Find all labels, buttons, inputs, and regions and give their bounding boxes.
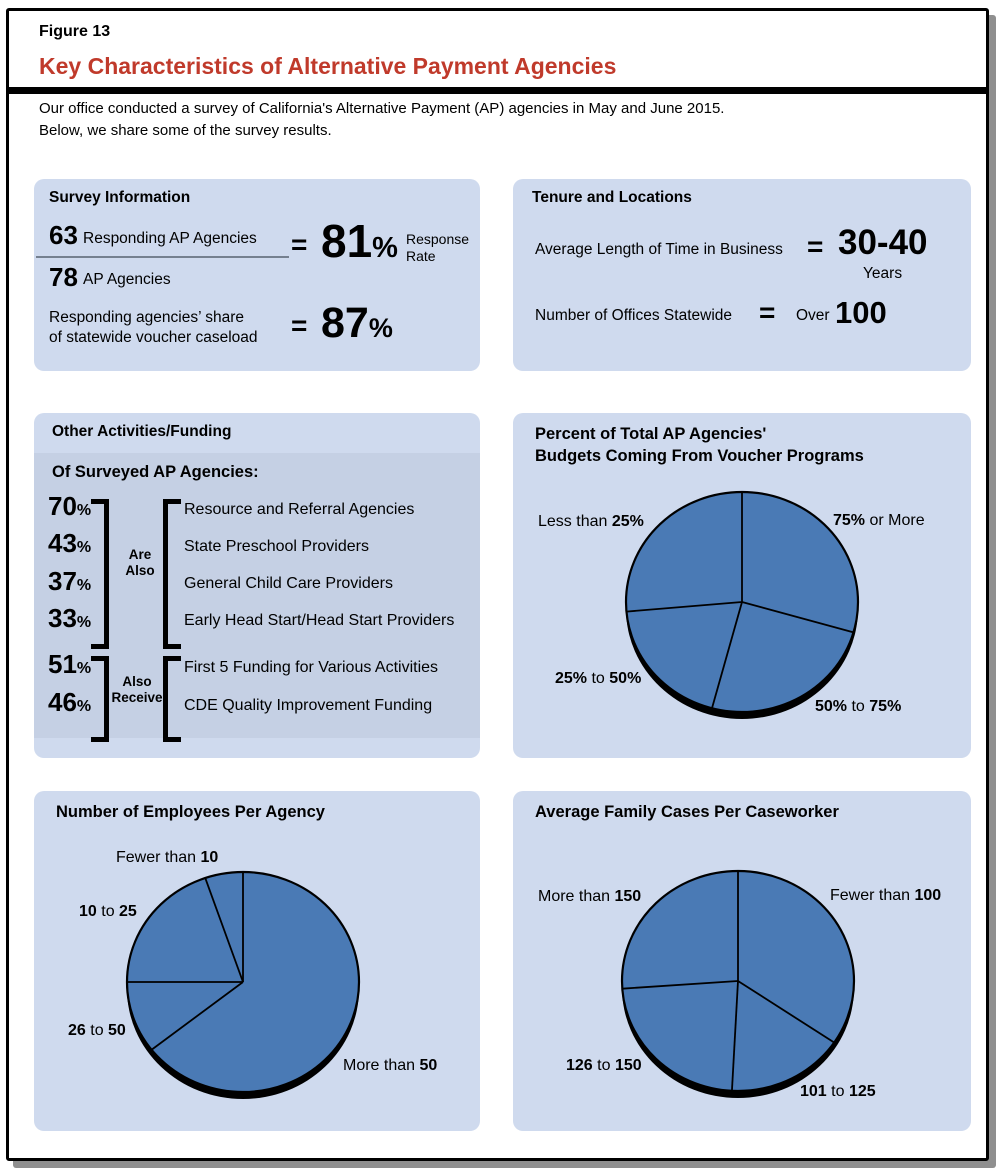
offices-statewide-value: 100: [835, 295, 887, 330]
pct-row-rr-agencies: 70%: [48, 493, 92, 522]
offices-over-prefix: Over: [796, 307, 830, 324]
connector-line1: Are: [128, 547, 152, 562]
panel-other-activities-funding: Other Activities/Funding Of Surveyed AP …: [34, 413, 480, 758]
pct-row-head-start: 33%: [48, 605, 92, 634]
caseload-share-number: 87: [321, 299, 369, 347]
group2-close-bracket: [91, 656, 109, 742]
panel-survey-information: Survey Information 63 Responding AP Agen…: [34, 179, 480, 371]
intro-line-2: Below, we share some of the survey resul…: [39, 122, 332, 139]
connector-line2: Also: [125, 563, 155, 578]
budget-pie-title-line2: Budgets Coming From Voucher Programs: [535, 447, 864, 465]
activity-label-child-care: General Child Care Providers: [184, 575, 393, 592]
time-in-business-value: 30-40: [838, 223, 928, 262]
percent-sign: %: [76, 502, 92, 519]
funding-label-first5: First 5 Funding for Various Activities: [184, 659, 439, 676]
panel-cases-pie: Average Family Cases Per Caseworker More…: [513, 791, 971, 1131]
pie-label-25-to-50: 25% to 50%: [555, 670, 642, 687]
equals-sign-time-in-business: =: [807, 231, 824, 262]
figure-frame: Figure 13 Key Characteristics of Alterna…: [6, 8, 989, 1161]
connector-line2: Receive: [111, 690, 163, 705]
total-agencies-label: AP Agencies: [83, 271, 171, 288]
intro-line-1: Our office conducted a survey of Califor…: [39, 100, 725, 117]
equals-sign-caseload-share: =: [291, 310, 308, 341]
fraction-divider: [36, 256, 289, 258]
pie-label-75-or-more: 75% or More: [833, 512, 925, 529]
group2-open-bracket: [163, 656, 181, 742]
group1-open-bracket: [163, 499, 181, 649]
employees-pie-chart: [125, 870, 361, 1099]
pct-value: 46: [48, 687, 77, 717]
equals-sign-offices: =: [759, 297, 776, 328]
pie-label-more-than-150: More than 150: [538, 888, 642, 905]
pie-label-fewer-than-10: Fewer than 10: [116, 849, 219, 866]
survey-panel-title: Survey Information: [49, 189, 191, 206]
pie-label-less-than-25: Less than 25%: [538, 513, 644, 530]
connector-line1: Also: [122, 674, 152, 689]
percent-sign: %: [76, 660, 92, 677]
pie-label-126-to-150: 126 to 150: [566, 1057, 642, 1074]
other-activities-panel-title: Other Activities/Funding: [52, 423, 232, 440]
panel-budget-pie: Percent of Total AP Agencies' Budgets Co…: [513, 413, 971, 758]
pct-row-child-care: 37%: [48, 568, 92, 597]
group2-connector: Also Receive: [106, 674, 168, 706]
response-rate-percent-sign: %: [372, 232, 398, 264]
figure-label: Figure 13: [39, 23, 111, 40]
percent-sign: %: [76, 698, 92, 715]
response-rate-number: 81: [321, 215, 373, 267]
panel-employees-pie: Number of Employees Per Agency Fewer tha…: [34, 791, 480, 1131]
budget-pie-title-line1: Percent of Total AP Agencies': [535, 425, 767, 443]
pct-value: 43: [48, 528, 77, 558]
percent-sign: %: [76, 614, 92, 631]
pct-row-preschool: 43%: [48, 530, 92, 559]
group1-close-bracket: [91, 499, 109, 649]
response-rate-value: 81%: [321, 218, 398, 264]
response-rate-caption-line1: Response: [406, 231, 470, 247]
activity-label-head-start: Early Head Start/Head Start Providers: [184, 612, 455, 629]
group1-connector: Are Also: [114, 547, 166, 579]
pie-label-101-to-125: 101 to 125: [800, 1083, 876, 1100]
pie-label-fewer-than-100: Fewer than 100: [830, 887, 942, 904]
pie-label-26-to-50: 26 to 50: [68, 1022, 126, 1039]
figure-title: Key Characteristics of Alternative Payme…: [39, 53, 617, 79]
caseload-share-label-line2: of statewide voucher caseload: [49, 329, 258, 346]
pct-value: 70: [48, 491, 77, 521]
caseload-share-label-line1: Responding agencies’ share: [49, 309, 245, 326]
pie-label-more-than-50: More than 50: [343, 1057, 438, 1074]
employees-pie-title: Number of Employees Per Agency: [56, 803, 325, 821]
tenure-panel-title: Tenure and Locations: [532, 189, 692, 206]
offices-statewide-label: Number of Offices Statewide: [535, 307, 732, 324]
pct-row-first5: 51%: [48, 651, 92, 680]
total-agencies-count: 78: [49, 262, 78, 292]
pie-label-10-to-25: 10 to 25: [79, 903, 137, 920]
response-rate-caption-line2: Rate: [406, 248, 436, 264]
caseload-share-percent-sign: %: [368, 313, 393, 343]
responding-agencies-count: 63: [49, 220, 78, 250]
pct-value: 51: [48, 649, 77, 679]
activity-label-rr-agencies: Resource and Referral Agencies: [184, 501, 415, 518]
funding-label-cde: CDE Quality Improvement Funding: [184, 697, 433, 714]
pct-value: 33: [48, 603, 77, 633]
title-divider-bar: [6, 87, 989, 94]
time-in-business-label: Average Length of Time in Business: [535, 241, 783, 258]
cases-pie-title: Average Family Cases Per Caseworker: [535, 803, 839, 821]
percent-sign: %: [76, 539, 92, 556]
other-activities-subtitle: Of Surveyed AP Agencies:: [52, 463, 259, 481]
pct-value: 37: [48, 566, 77, 596]
pct-row-cde: 46%: [48, 689, 92, 718]
time-in-business-unit: Years: [863, 265, 903, 282]
activity-label-preschool: State Preschool Providers: [184, 538, 369, 555]
responding-agencies-label: Responding AP Agencies: [83, 230, 257, 247]
percent-sign: %: [76, 577, 92, 594]
budget-pie-chart: [624, 490, 860, 719]
pie-label-50-to-75: 50% to 75%: [815, 698, 902, 715]
panel-tenure-locations: Tenure and Locations Average Length of T…: [513, 179, 971, 371]
caseload-share-value: 87%: [321, 302, 393, 345]
cases-pie-chart: [620, 869, 856, 1098]
equals-sign-response-rate: =: [291, 229, 308, 260]
